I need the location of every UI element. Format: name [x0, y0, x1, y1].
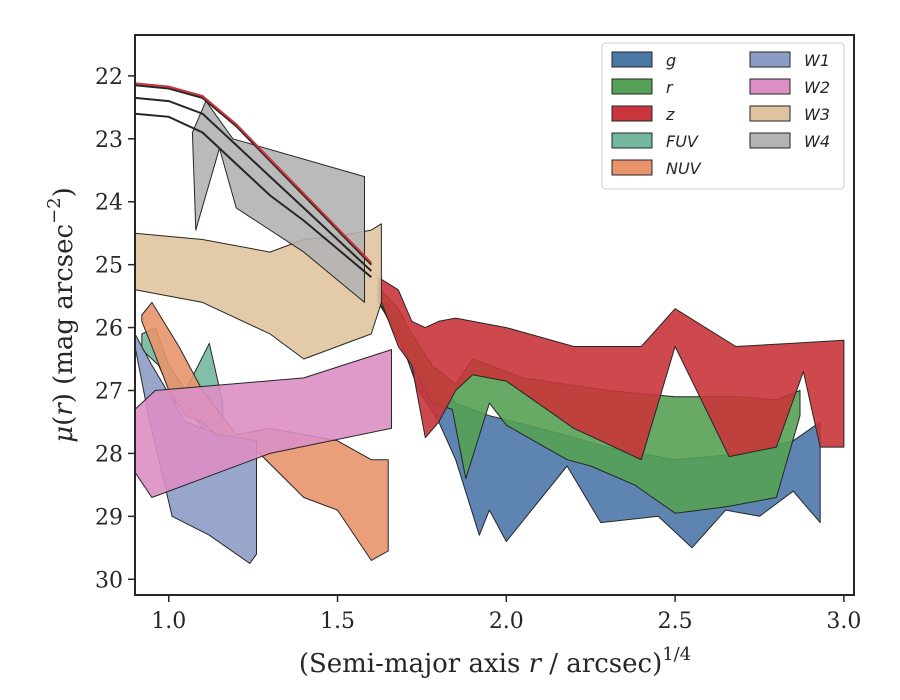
y-tick-label: 23	[95, 128, 123, 153]
y-tick-label: 26	[95, 317, 123, 342]
x-tick-label: 1.5	[320, 609, 355, 634]
band-w2	[134, 349, 392, 498]
x-axis-ticks: 1.0 1.5 2.0 2.5 3.0	[151, 595, 861, 634]
legend-label-g: g	[666, 51, 676, 70]
legend-swatch-w3	[749, 105, 791, 122]
profile-line-1	[134, 112, 372, 278]
y-tick-label: 25	[95, 254, 123, 279]
plot-frame	[134, 34, 855, 596]
legend-label-w2: W2	[804, 78, 830, 97]
y-tick-label: 30	[95, 568, 123, 593]
legend-label-fuv: FUV	[666, 132, 699, 151]
x-tick-label: 3.0	[826, 609, 861, 634]
legend-label-nuv: NUV	[666, 159, 702, 178]
legend-swatch-g	[611, 51, 653, 68]
legend-swatch-w4	[749, 132, 791, 149]
legend-label-w4: W4	[804, 132, 830, 151]
y-axis-label: μ(r) (mag arcsec−2)	[44, 187, 79, 443]
band-z	[377, 276, 845, 461]
legend: grz FUV NUV W1 W2 W3 W4	[601, 42, 845, 190]
x-tick-label: 1.0	[151, 609, 186, 634]
legend-label-r: r	[666, 78, 674, 97]
bands-layer	[134, 100, 845, 564]
legend-swatch-fuv	[611, 132, 653, 149]
legend-swatch-w1	[749, 51, 791, 68]
legend-swatch-z	[611, 105, 653, 122]
legend-label-z: z	[665, 105, 675, 124]
y-tick-label: 29	[95, 505, 123, 530]
profile-line-4	[134, 82, 373, 264]
x-axis-label: (Semi-major axis r / arcsec)1/4	[299, 644, 691, 679]
profile-lines-layer	[134, 82, 373, 278]
y-axis-ticks: 22 23 24 25 26 27 28 29 30	[95, 65, 135, 593]
legend-swatch-w2	[749, 78, 791, 95]
profile-line-3	[134, 84, 373, 266]
legend-swatch-nuv	[611, 159, 653, 176]
profile-line-2	[134, 96, 372, 272]
x-tick-label: 2.5	[658, 609, 693, 634]
legend-swatch-r	[611, 78, 653, 95]
y-tick-label: 22	[95, 65, 123, 90]
x-tick-label: 2.0	[489, 609, 524, 634]
y-tick-label: 28	[95, 442, 123, 467]
y-tick-label: 24	[95, 191, 123, 216]
legend-label-w1: W1	[804, 51, 830, 70]
legend-label-w3: W3	[804, 105, 830, 124]
y-tick-label: 27	[95, 380, 123, 405]
